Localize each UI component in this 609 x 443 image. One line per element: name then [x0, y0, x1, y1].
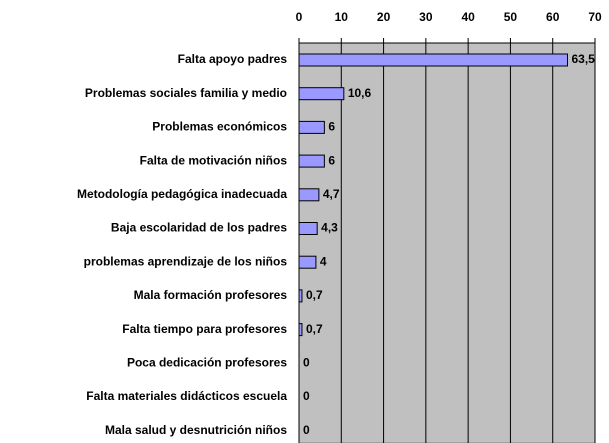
bar — [298, 323, 303, 337]
value-label: 10,6 — [348, 86, 372, 100]
bar — [298, 87, 345, 101]
value-label: 6 — [328, 153, 335, 167]
value-label: 0,7 — [306, 288, 323, 302]
y-tick-label: Falta materiales didácticos escuela — [86, 389, 287, 403]
x-tick-label: 30 — [419, 10, 433, 24]
bar — [298, 255, 317, 269]
y-tick-label: Problemas económicos — [152, 120, 287, 134]
bar — [298, 289, 303, 303]
x-tick-label: 50 — [504, 10, 518, 24]
value-label: 0,7 — [306, 322, 323, 336]
y-tick-label: Falta apoyo padres — [178, 52, 288, 66]
y-tick-label: Problemas sociales familia y medio — [85, 86, 287, 100]
y-tick-label: Poca dedicación profesores — [127, 355, 287, 369]
y-tick-label: Falta tiempo para profesores — [122, 322, 287, 336]
x-tick-label: 10 — [335, 10, 349, 24]
x-tick-label: 40 — [461, 10, 475, 24]
value-label: 0 — [303, 355, 310, 369]
value-label: 0 — [303, 423, 310, 437]
y-tick-label: problemas aprendizaje de los niños — [84, 254, 288, 268]
x-tick-label: 20 — [377, 10, 391, 24]
value-label: 63,5 — [572, 52, 596, 66]
x-tick-label: 70 — [588, 10, 602, 24]
x-tick-label: 60 — [546, 10, 560, 24]
y-tick-label: Metodología pedagógica inadecuada — [77, 187, 287, 201]
y-tick-label: Falta de motivación niños — [140, 153, 288, 167]
y-tick-label: Mala salud y desnutrición niños — [105, 423, 287, 437]
plot-area — [298, 42, 596, 443]
bar — [298, 222, 318, 235]
value-label: 0 — [303, 389, 310, 403]
value-label: 6 — [328, 120, 335, 134]
y-tick-label: Baja escolaridad de los padres — [111, 221, 287, 235]
bar — [298, 188, 320, 202]
value-label: 4,3 — [321, 221, 338, 235]
value-label: 4,7 — [323, 187, 340, 201]
bar — [298, 53, 569, 67]
bar — [298, 120, 325, 134]
y-tick-label: Mala formación profesores — [134, 288, 288, 302]
value-label: 4 — [320, 254, 327, 268]
bar — [298, 154, 325, 168]
x-tick-label: 0 — [296, 10, 303, 24]
